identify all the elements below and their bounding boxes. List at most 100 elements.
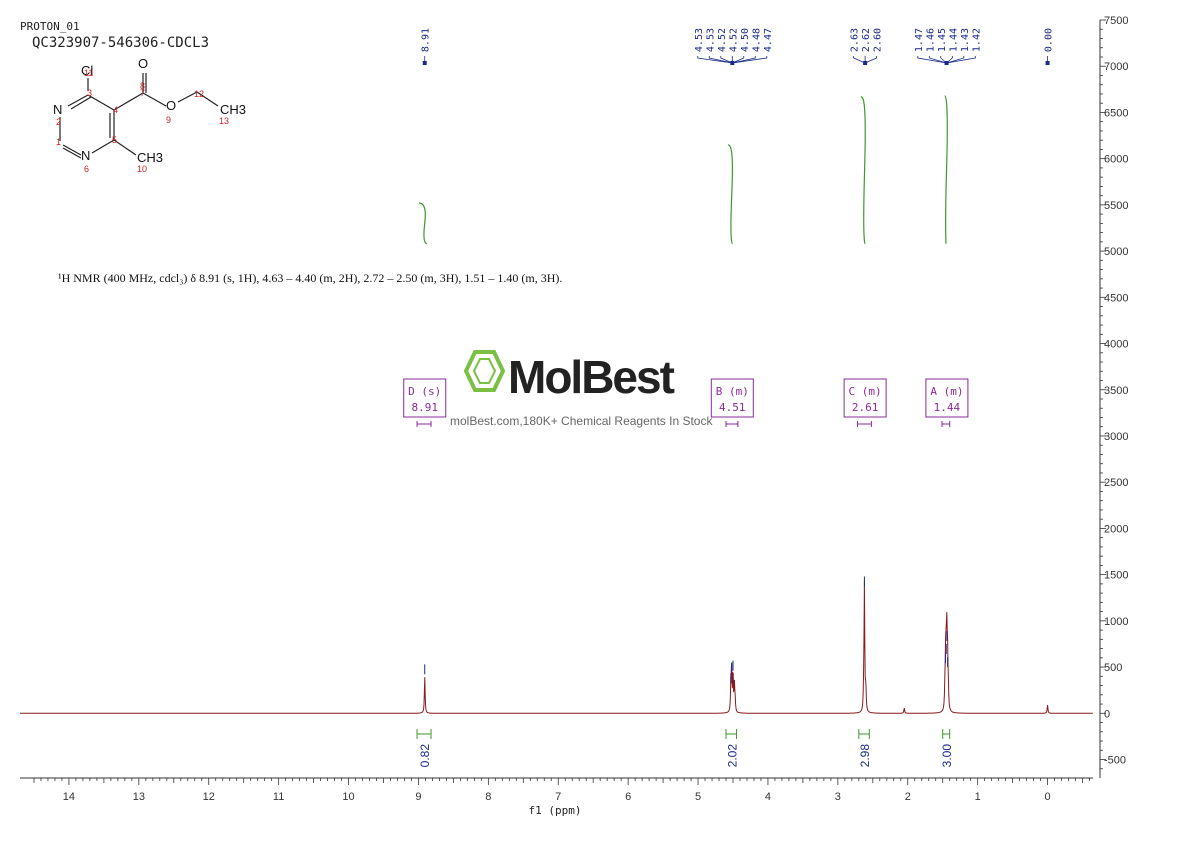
peak-label-leader	[708, 56, 733, 64]
y-tick-label: 1500	[1104, 570, 1128, 582]
molbest-logo-inner-icon	[472, 358, 497, 384]
multiplet-box-c: C (m) 2.61	[843, 378, 887, 427]
multiplet-range	[725, 421, 739, 427]
molbest-logo-icon	[463, 350, 506, 392]
spectrum-id-label: PROTON_01	[20, 20, 80, 33]
x-tick-label: 13	[133, 791, 145, 803]
peak-label-leader	[853, 56, 866, 64]
atom-number-2: 2	[56, 117, 61, 127]
y-tick-label: 2000	[1104, 523, 1128, 535]
peak-label-group: 0.00	[1044, 28, 1055, 65]
x-tick-label: 6	[625, 791, 631, 803]
y-tick-label: 4000	[1104, 339, 1128, 351]
peak-label-group: 2.63 2.62 2.60	[850, 28, 884, 65]
multiplet-type: A (m)	[930, 385, 963, 398]
y-tick-label: 6500	[1104, 107, 1128, 119]
x-tick-label: 4	[765, 791, 771, 803]
multiplet-frame	[925, 378, 969, 418]
x-tick-label: 0	[1045, 791, 1051, 803]
multiplet-box-d: D (s) 8.91	[403, 378, 447, 427]
y-axis: 7500700065006000550050004500400035003000…	[1099, 15, 1128, 778]
atom-number-8: 8	[140, 81, 145, 91]
multiplet-type: C (m)	[849, 385, 882, 398]
peak-label: 2.63	[850, 28, 861, 52]
atom-cl: Cl	[81, 63, 93, 78]
x-tick-label: 1	[975, 791, 981, 803]
atom-o-carbonyl: O	[138, 56, 148, 71]
atom-number-10: 10	[137, 164, 147, 174]
peak-label-group: 1.47 1.46 1.45 1.44 1.43 1.42	[914, 28, 982, 65]
y-tick-label: 5000	[1104, 246, 1128, 258]
integral-curve	[944, 95, 948, 245]
peak-label-leader	[917, 56, 947, 64]
peak-label-group: 8.91	[421, 28, 432, 65]
y-tick-label: 5500	[1104, 200, 1128, 212]
integral-value: 3.00	[940, 744, 954, 768]
peak-group-anchor	[422, 61, 427, 65]
integral-curves: 0.82 2.02 2.98 3.00	[416, 95, 954, 768]
multiplet-type: B (m)	[716, 385, 749, 398]
x-tick-label: 10	[342, 791, 354, 803]
integral-value: 2.02	[725, 744, 739, 768]
peak-label: 4.52	[728, 28, 739, 52]
multiplet-frame	[403, 378, 447, 418]
multiplet-range	[941, 421, 951, 427]
atom-number-5: 5	[112, 135, 117, 145]
integral-0.82: 0.82	[416, 202, 432, 768]
y-tick-label: -500	[1104, 755, 1126, 767]
peak-group-anchor	[730, 61, 735, 65]
peak-label: 1.46	[925, 28, 936, 52]
peak-label: 2.60	[873, 28, 884, 52]
peak-label: 1.44	[948, 28, 959, 52]
y-tick-label: 2500	[1104, 477, 1128, 489]
x-tick-label: 8	[485, 791, 491, 803]
peak-label-leader	[946, 56, 965, 64]
peak-label-group: 4.53 4.53 4.52 4.52 4.50 4.48 4.47	[694, 28, 774, 65]
integral-2.02: 2.02	[725, 144, 739, 768]
peak-label-leader	[864, 56, 878, 64]
peak-label: 1.47	[914, 28, 925, 52]
multiplet-shift: 2.61	[852, 401, 879, 414]
multiplet-shift: 4.51	[719, 401, 746, 414]
peak-label: 0.00	[1044, 28, 1055, 52]
atom-number-7: 7	[140, 88, 145, 98]
atom-number-6: 6	[84, 164, 89, 174]
integral-bracket	[416, 729, 432, 739]
multiplet-frame	[843, 378, 887, 418]
peak-label-leader	[946, 56, 976, 64]
peak-markers	[424, 576, 949, 684]
multiplet-box-b: B (m) 4.51	[710, 378, 754, 427]
y-tick-label: 3500	[1104, 385, 1128, 397]
peak-label: 4.48	[751, 28, 762, 52]
peak-label: 2.62	[861, 28, 872, 52]
peak-label-leader	[732, 56, 745, 64]
atom-ch3-ethyl: CH3	[220, 102, 246, 117]
y-tick-label: 7500	[1104, 15, 1128, 27]
peak-label: 4.47	[763, 28, 774, 52]
x-tick-label: 14	[63, 791, 75, 803]
atom-n6: N	[81, 148, 90, 163]
integral-value: 0.82	[418, 744, 432, 768]
integral-bracket	[858, 729, 870, 739]
spectrum-line	[20, 581, 1093, 714]
atom-o-ester: O	[166, 98, 176, 113]
atom-number-11: 11	[84, 68, 93, 78]
y-tick-label: 4500	[1104, 292, 1128, 304]
peak-label: 1.45	[937, 28, 948, 52]
y-tick-label: 6000	[1104, 154, 1128, 166]
peak-group-anchor	[944, 61, 949, 65]
x-tick-label: 3	[835, 791, 841, 803]
integral-curve	[727, 144, 734, 245]
integral-bracket	[942, 729, 951, 739]
peak-label-leader	[697, 56, 733, 64]
atom-ch3-methyl: CH3	[137, 150, 163, 165]
molbest-tagline: molBest.com,180K+ Chemical Reagents In S…	[450, 414, 713, 428]
peak-label-leader	[732, 56, 768, 64]
atom-number-3: 3	[87, 88, 92, 98]
x-tick-label: 12	[203, 791, 215, 803]
x-axis-label: f1 (ppm)	[529, 804, 582, 817]
chemical-structure: Cl O N O CH3 N CH3 11 8 3 4 7 12 2 9 13 …	[53, 56, 246, 174]
y-tick-label: 500	[1104, 662, 1122, 674]
peak-label: 4.53	[694, 28, 705, 52]
